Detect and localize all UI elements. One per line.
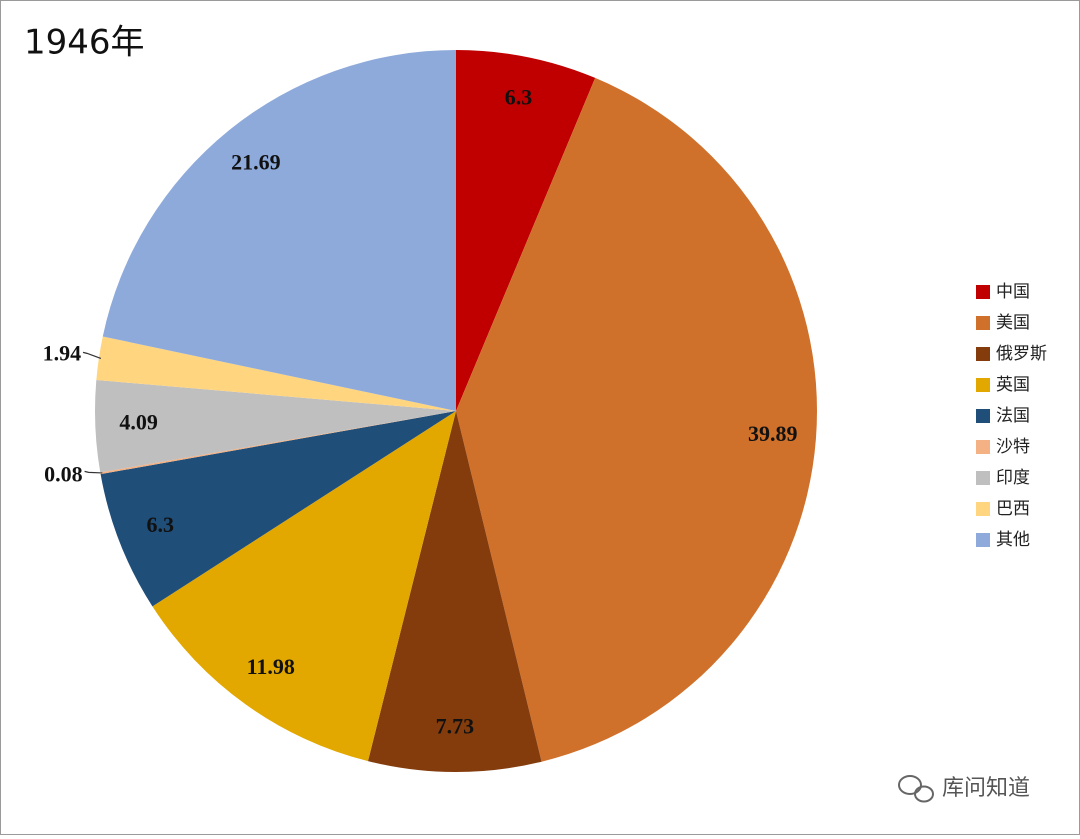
value-label: 0.08 <box>44 461 83 486</box>
leader-line <box>84 470 103 474</box>
pie-slice <box>94 379 456 473</box>
legend-label: 英国 <box>996 375 1030 395</box>
value-label: 7.73 <box>436 714 475 739</box>
value-label: 39.89 <box>748 421 798 446</box>
legend-swatch <box>976 533 990 547</box>
legend-swatch <box>976 285 990 299</box>
value-label: 11.98 <box>247 654 295 679</box>
legend-swatch <box>976 502 990 516</box>
legend-label: 俄罗斯 <box>996 344 1047 364</box>
legend-swatch <box>976 347 990 361</box>
legend-label: 印度 <box>996 468 1030 488</box>
pie-slice <box>456 50 596 411</box>
legend-label: 沙特 <box>996 437 1030 457</box>
legend-label: 巴西 <box>996 499 1030 519</box>
pie-slice <box>367 411 542 772</box>
pie-slice <box>96 336 457 411</box>
watermark: 库问知道 <box>942 776 1030 801</box>
legend-swatch <box>976 378 990 392</box>
legend-swatch <box>976 316 990 330</box>
chart-title: 1946年 <box>24 23 145 63</box>
pie-slice <box>152 411 456 762</box>
value-label: 6.3 <box>505 85 533 110</box>
watermark-icon <box>898 775 934 803</box>
legend-swatch <box>976 440 990 454</box>
pie-slice <box>100 411 457 607</box>
legend-swatch <box>976 471 990 485</box>
legend-label: 其他 <box>996 530 1030 550</box>
pie-slice <box>102 50 457 411</box>
value-label: 4.09 <box>119 410 158 435</box>
legend-swatch <box>976 409 990 423</box>
legend-label: 法国 <box>996 406 1030 426</box>
value-label: 1.94 <box>43 341 82 366</box>
leader-line <box>82 351 102 359</box>
value-label: 6.3 <box>147 512 175 537</box>
pie-slice <box>456 77 817 762</box>
legend-label: 美国 <box>996 313 1030 333</box>
value-label: 21.69 <box>231 149 281 174</box>
legend-label: 中国 <box>996 282 1030 302</box>
pie-slice <box>100 411 457 475</box>
